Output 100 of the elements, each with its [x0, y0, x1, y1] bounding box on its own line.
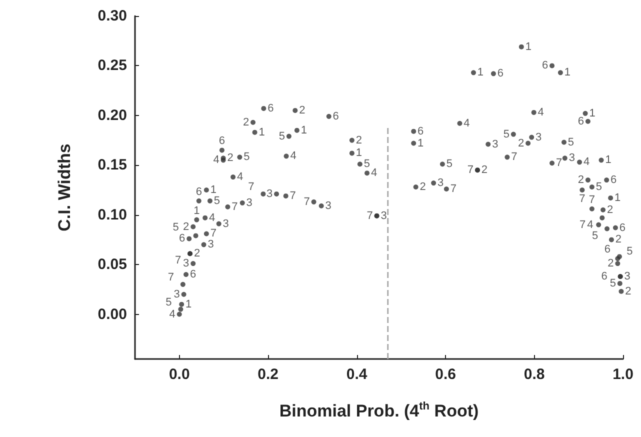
x-tick-label: 0.2: [258, 366, 279, 383]
text: 1: [418, 137, 424, 150]
point: [202, 215, 208, 220]
point: [190, 224, 196, 230]
text: 7: [366, 210, 373, 222]
point: [598, 158, 604, 163]
point: [283, 193, 288, 198]
point: [186, 236, 192, 242]
text: 2: [481, 164, 488, 176]
text: 6: [332, 110, 339, 122]
point: [413, 184, 418, 190]
point: [608, 195, 614, 200]
y-tick-label: 0.00: [98, 306, 127, 323]
series-label: 3: [624, 270, 630, 282]
point: [326, 114, 332, 119]
text: 7: [467, 164, 474, 176]
point: [349, 138, 354, 143]
text: 2: [625, 285, 632, 298]
text: 7: [588, 194, 596, 206]
text: 7: [168, 271, 174, 284]
text: 4: [464, 117, 470, 130]
text: 1: [525, 40, 532, 53]
text: 2: [606, 204, 614, 216]
text: 6: [218, 135, 226, 148]
point: [596, 222, 602, 228]
text: 5: [596, 181, 602, 194]
text: 7: [556, 157, 562, 170]
text: 7: [580, 218, 586, 231]
point: [292, 108, 298, 113]
point: [219, 148, 224, 153]
text: 6: [542, 60, 548, 72]
point: [617, 280, 622, 286]
text: 6: [497, 68, 504, 80]
point: [457, 120, 462, 126]
text: 7: [304, 196, 310, 208]
text: 1: [210, 184, 216, 196]
point: [612, 225, 618, 230]
text: 5: [244, 151, 250, 164]
point: [349, 150, 354, 156]
text: 6: [604, 244, 611, 256]
point: [471, 70, 476, 76]
point: [201, 242, 206, 248]
text: 5: [278, 130, 286, 142]
point: [294, 128, 300, 133]
text: 2: [356, 134, 362, 146]
point: [518, 44, 524, 50]
text: 1: [564, 66, 571, 79]
point: [184, 272, 189, 277]
point: [204, 231, 209, 236]
text: 5: [172, 222, 179, 234]
point: [526, 140, 531, 146]
text: 3: [492, 138, 498, 150]
text: 3: [568, 152, 575, 164]
point: [504, 154, 510, 160]
y-tick-label: 0.25: [98, 57, 127, 74]
point: [318, 203, 324, 208]
point: [252, 130, 258, 135]
y-tick-label: 0.20: [98, 106, 127, 124]
text: 2: [608, 258, 614, 270]
point: [585, 118, 590, 124]
text: 3: [536, 131, 542, 144]
y-tick-label: 0.30: [98, 8, 127, 24]
point: [179, 302, 184, 307]
text: 4: [370, 167, 378, 180]
point: [550, 160, 555, 166]
series-label: 7: [450, 182, 456, 195]
text: 4: [209, 212, 216, 224]
point: [240, 200, 245, 206]
point: [261, 106, 266, 111]
point: [225, 204, 230, 210]
text: 4: [236, 171, 244, 184]
point: [531, 110, 536, 115]
series-label: 4: [538, 106, 544, 118]
text: 2: [578, 174, 584, 186]
point: [230, 174, 236, 180]
point: [207, 198, 212, 204]
text: 2: [194, 248, 200, 260]
text: 7: [248, 180, 254, 193]
text: 6: [418, 125, 424, 138]
point: [577, 160, 582, 165]
text: 5: [568, 136, 574, 148]
point: [550, 63, 555, 68]
series-label: 5: [214, 194, 220, 207]
text: 3: [222, 218, 229, 230]
point: [250, 120, 256, 125]
text: 1: [356, 147, 362, 160]
point: [608, 237, 614, 242]
text: 3: [325, 200, 332, 212]
text: 7: [579, 192, 586, 205]
text: 1: [300, 124, 307, 136]
text: 4: [169, 308, 176, 320]
x-tick-label: 0.4: [346, 366, 368, 383]
point: [431, 180, 436, 186]
point: [510, 132, 516, 137]
text: 5: [166, 296, 172, 308]
text: 4: [587, 218, 594, 231]
text: 2: [183, 220, 190, 233]
text: 7: [174, 254, 182, 267]
series-label: 1: [614, 192, 621, 204]
text: 6: [268, 102, 274, 114]
